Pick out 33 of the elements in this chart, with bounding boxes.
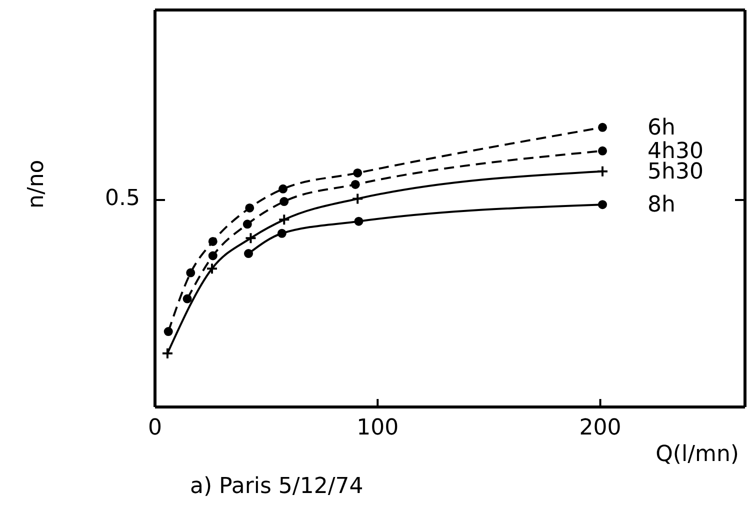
point (598, 146, 608, 156)
x-tick-label: 100 (356, 416, 399, 441)
point (352, 192, 364, 205)
x-tick-label: 0 (148, 416, 162, 441)
text: a) Paris 5/12/74 (190, 474, 364, 499)
point (244, 249, 254, 258)
y-axis-title: n/no (24, 160, 49, 208)
point (186, 268, 196, 278)
point (245, 203, 254, 212)
point (280, 197, 289, 206)
point (244, 232, 257, 244)
point (278, 184, 288, 194)
point (277, 228, 286, 238)
series-label: 6h (648, 115, 676, 140)
point (206, 262, 218, 275)
point (161, 347, 174, 360)
point (598, 122, 608, 132)
point (354, 216, 364, 226)
point (598, 200, 608, 210)
point (182, 294, 192, 304)
point (208, 236, 218, 246)
point (208, 251, 218, 260)
x-axis-title: Q(l/mn) (656, 442, 739, 467)
point (350, 180, 360, 189)
series-label: 5h30 (648, 159, 704, 184)
point (596, 165, 609, 178)
series-label: 8h (648, 192, 676, 218)
text: 0.5 (105, 186, 140, 211)
point (353, 168, 362, 178)
point (164, 327, 173, 336)
x-tick-label: 200 (579, 416, 622, 441)
point (242, 220, 252, 229)
point (278, 214, 290, 226)
